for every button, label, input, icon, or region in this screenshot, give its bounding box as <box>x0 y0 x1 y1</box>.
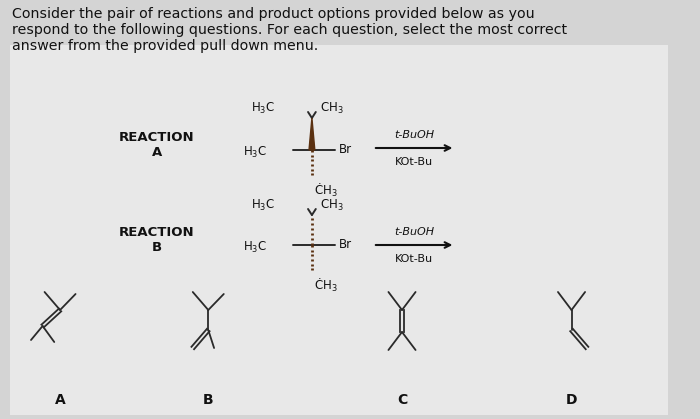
Text: Br: Br <box>339 142 352 155</box>
Text: B: B <box>203 393 214 407</box>
Text: $\mathregular{H_3C}$: $\mathregular{H_3C}$ <box>251 101 275 116</box>
Text: $\mathregular{H_3C}$: $\mathregular{H_3C}$ <box>244 239 267 255</box>
Text: Br: Br <box>339 238 352 251</box>
Text: t-BuOH: t-BuOH <box>394 130 434 140</box>
Text: $\mathregular{ĊH_3}$: $\mathregular{ĊH_3}$ <box>314 182 337 199</box>
Text: $\mathregular{CH_3}$: $\mathregular{CH_3}$ <box>320 101 344 116</box>
FancyBboxPatch shape <box>10 45 668 415</box>
Text: KOt-Bu: KOt-Bu <box>395 254 433 264</box>
Text: $\mathregular{H_3C}$: $\mathregular{H_3C}$ <box>244 145 267 160</box>
Text: C: C <box>397 393 407 407</box>
Text: REACTION
B: REACTION B <box>119 226 195 254</box>
Text: KOt-Bu: KOt-Bu <box>395 157 433 167</box>
Text: Consider the pair of reactions and product options provided below as you
respond: Consider the pair of reactions and produ… <box>12 7 567 53</box>
Polygon shape <box>309 118 315 150</box>
Text: t-BuOH: t-BuOH <box>394 227 434 237</box>
Text: A: A <box>55 393 65 407</box>
Text: $\mathregular{H_3C}$: $\mathregular{H_3C}$ <box>251 197 275 212</box>
Text: $\mathregular{CH_3}$: $\mathregular{CH_3}$ <box>320 197 344 212</box>
Text: REACTION
A: REACTION A <box>119 131 195 159</box>
Text: D: D <box>566 393 578 407</box>
Text: $\mathregular{ĊH_3}$: $\mathregular{ĊH_3}$ <box>314 277 337 294</box>
